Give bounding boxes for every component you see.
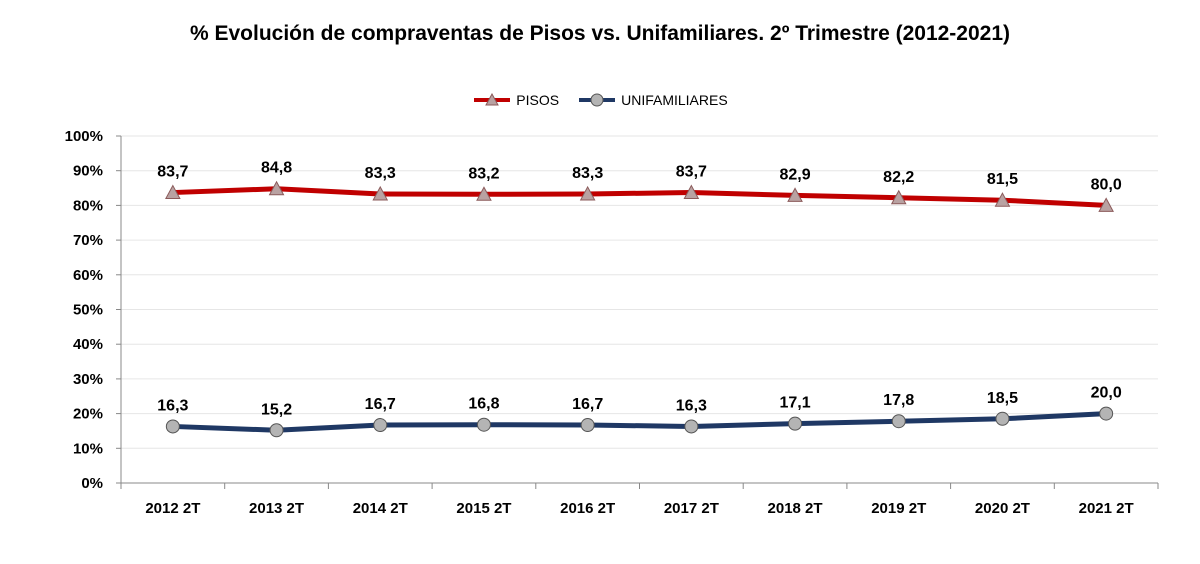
y-tick-label: 20% <box>73 406 103 423</box>
data-label-unifamiliares: 15,2 <box>261 401 292 418</box>
data-label-pisos: 83,3 <box>572 165 603 182</box>
data-label-unifamiliares: 16,3 <box>676 397 707 414</box>
data-label-unifamiliares: 20,0 <box>1091 385 1122 402</box>
data-point-unifamiliares <box>165 419 180 434</box>
x-tick-label: 2019 2T <box>871 500 926 517</box>
data-label-pisos: 83,2 <box>468 165 499 182</box>
legend-label-unifamiliares: UNIFAMILIARES <box>621 92 728 108</box>
data-point-unifamiliares <box>1099 406 1114 421</box>
data-label-pisos: 80,0 <box>1091 176 1122 193</box>
series-line-pisos <box>170 186 1109 208</box>
data-point-pisos <box>890 189 907 205</box>
x-tick-label: 2017 2T <box>664 500 719 517</box>
data-point-pisos <box>787 187 803 202</box>
y-tick-label: 70% <box>73 232 103 249</box>
data-label-unifamiliares: 17,8 <box>883 392 914 409</box>
data-point-unifamiliares <box>891 414 906 429</box>
x-tick-label: 2016 2T <box>560 500 615 517</box>
data-label-unifamiliares: 17,1 <box>779 395 810 412</box>
x-tick-label: 2013 2T <box>249 500 304 517</box>
data-label-pisos: 84,8 <box>261 160 292 177</box>
data-point-pisos <box>372 185 389 201</box>
series-line-unifamiliares <box>170 411 1109 433</box>
x-tick-label: 2012 2T <box>145 500 200 517</box>
x-tick-label: 2015 2T <box>456 500 511 517</box>
data-point-pisos <box>579 185 596 201</box>
legend-item-unifamiliares: UNIFAMILIARES <box>577 92 728 108</box>
data-point-unifamiliares <box>580 418 595 433</box>
y-tick-label: 30% <box>73 371 103 388</box>
legend-marker-unifamiliares <box>579 93 616 107</box>
data-label-pisos: 81,5 <box>987 171 1018 188</box>
x-tick-label: 2020 2T <box>975 500 1030 517</box>
y-tick-label: 50% <box>73 302 103 319</box>
data-label-unifamiliares: 16,7 <box>572 396 603 413</box>
data-label-unifamiliares: 16,8 <box>468 396 499 413</box>
legend-label-pisos: PISOS <box>516 92 560 108</box>
data-label-pisos: 83,3 <box>365 165 396 182</box>
data-point-pisos <box>683 184 700 200</box>
chart-title: % Evolución de compraventas de Pisos vs.… <box>189 22 1011 45</box>
data-point-unifamiliares <box>269 423 284 438</box>
x-tick-label: 2021 2T <box>1079 500 1134 517</box>
data-point-pisos <box>994 192 1011 207</box>
legend-marker-pisos <box>474 93 511 106</box>
data-label-pisos: 83,7 <box>157 164 188 181</box>
data-point-pisos <box>165 184 181 200</box>
data-label-unifamiliares: 16,7 <box>365 396 396 413</box>
legend: PISOS UNIFAMILIARES <box>0 92 1200 108</box>
data-label-pisos: 82,9 <box>779 166 810 183</box>
data-point-pisos <box>1098 197 1114 212</box>
data-point-pisos <box>476 186 492 201</box>
y-tick-label: 80% <box>73 197 103 214</box>
x-tick-label: 2018 2T <box>768 500 823 517</box>
y-tick-label: 100% <box>65 128 103 145</box>
data-point-unifamiliares <box>476 417 491 432</box>
data-point-unifamiliares <box>788 416 803 431</box>
y-tick-label: 60% <box>73 267 103 284</box>
y-tick-label: 0% <box>81 475 103 492</box>
data-label-unifamiliares: 18,5 <box>987 390 1018 407</box>
data-point-unifamiliares <box>373 418 388 433</box>
data-label-pisos: 83,7 <box>676 164 707 181</box>
data-label-pisos: 82,2 <box>883 169 914 186</box>
y-tick-label: 40% <box>73 336 103 353</box>
y-tick-label: 90% <box>73 163 103 180</box>
data-label-unifamiliares: 16,3 <box>157 397 188 414</box>
legend-item-pisos: PISOS <box>472 92 559 108</box>
data-point-pisos <box>268 180 285 196</box>
y-tick-label: 10% <box>73 440 103 457</box>
data-point-unifamiliares <box>995 411 1010 426</box>
data-point-unifamiliares <box>684 419 699 434</box>
x-tick-label: 2014 2T <box>353 500 408 517</box>
